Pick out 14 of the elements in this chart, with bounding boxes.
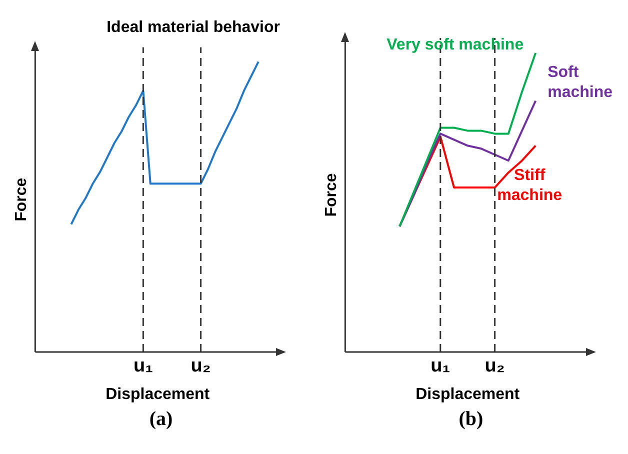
series-label: Stiff machine — [497, 167, 562, 204]
x-axis-title: Displacement — [106, 386, 210, 403]
y-axis-title: Force — [13, 178, 30, 222]
x-tick-label: u₁ — [133, 356, 154, 377]
series-label: Soft machine — [548, 64, 613, 102]
x-tick-label: u₁ — [430, 356, 450, 377]
text: (a) — [148, 408, 174, 431]
text: (b) — [458, 408, 484, 431]
x-axis-title: Displacement — [416, 386, 520, 403]
x-tick-label: u₂ — [484, 356, 505, 377]
y-axis-title: Force — [323, 173, 340, 217]
series-label: Very soft machine — [386, 36, 524, 54]
x-tick-label: u₂ — [190, 356, 211, 377]
chart-title: Ideal material behavior — [106, 19, 280, 36]
